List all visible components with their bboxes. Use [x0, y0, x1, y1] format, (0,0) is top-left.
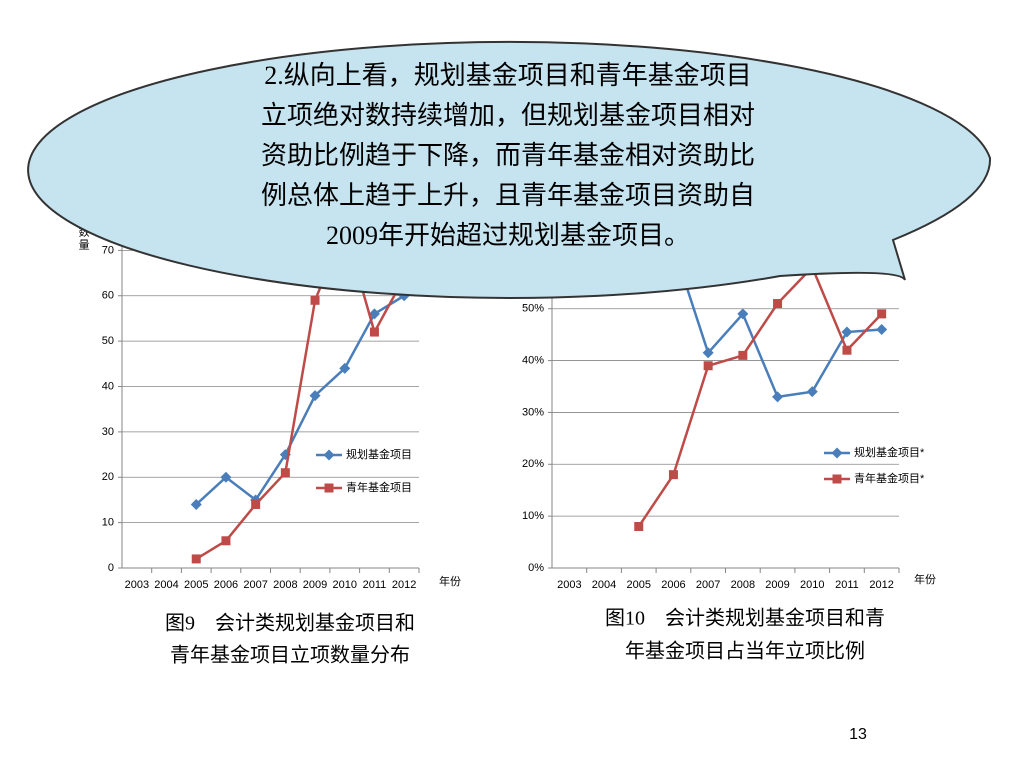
marker	[339, 362, 351, 374]
legend-label: 青年基金项目	[346, 480, 412, 494]
marker	[877, 309, 887, 319]
x-tick-label: 2008	[731, 579, 755, 591]
legend-label: 规划基金项目	[346, 447, 412, 461]
series-line	[637, 264, 883, 528]
marker	[309, 390, 321, 402]
legend-label: 青年基金项目*	[854, 471, 925, 485]
marker	[220, 471, 232, 483]
marker	[703, 361, 713, 371]
callout-text: 资助比例趋于下降，而青年基金相对资助比	[261, 141, 755, 170]
x-tick-label: 2006	[661, 579, 685, 591]
x-tick-label: 2009	[303, 579, 327, 591]
callout-text: 例总体上趋于上升，且青年基金项目资助自	[261, 181, 755, 210]
x-tick-label: 2008	[273, 579, 297, 591]
callout-text: 2009年开始超过规划基金项目。	[326, 221, 690, 250]
y-tick-label: 50	[102, 335, 114, 347]
series-line	[195, 294, 405, 506]
y-tick-label: 10	[102, 517, 114, 529]
x-tick-label: 2004	[592, 579, 616, 591]
x-tick-label: 2010	[333, 579, 357, 591]
marker	[310, 295, 320, 305]
x-tick-label: 2010	[800, 579, 824, 591]
y-tick-label: 70	[102, 244, 114, 256]
caption: 年基金项目占当年立项比例	[625, 640, 865, 663]
marker	[668, 470, 678, 480]
marker	[773, 299, 783, 309]
marker	[738, 350, 748, 360]
marker	[806, 386, 818, 398]
x-tick-label: 2007	[243, 579, 267, 591]
x-tick-label: 2003	[557, 579, 581, 591]
y-tick-label: 20%	[522, 458, 544, 470]
marker	[737, 308, 749, 320]
marker	[369, 327, 379, 337]
caption: 图10 会计类规划基金项目和青	[605, 607, 885, 630]
marker	[190, 498, 202, 510]
y-tick-label: 30%	[522, 406, 544, 418]
marker	[772, 391, 784, 403]
marker	[368, 308, 380, 320]
marker	[702, 347, 714, 359]
marker	[832, 474, 842, 484]
x-tick-label: 2005	[627, 579, 651, 591]
marker	[324, 483, 334, 493]
caption: 图9 会计类规划基金项目和	[165, 612, 415, 635]
y-tick-label: 60	[102, 290, 114, 302]
callout-text: 立项绝对数持续增加，但规划基金项目相对	[261, 101, 755, 130]
x-tick-label: 2011	[363, 579, 387, 591]
y-tick-label: 40	[102, 380, 114, 392]
series-line	[195, 223, 406, 560]
x-axis-label: 年份	[439, 574, 461, 588]
y-tick-label: 10%	[522, 510, 544, 522]
y-tick-label: 20	[102, 471, 114, 483]
marker	[221, 536, 231, 546]
x-tick-label: 2005	[184, 579, 208, 591]
marker	[842, 345, 852, 355]
marker	[634, 522, 644, 532]
marker	[876, 323, 888, 335]
x-tick-label: 2003	[125, 579, 149, 591]
x-tick-label: 2006	[214, 579, 238, 591]
marker	[280, 468, 290, 478]
x-tick-label: 2012	[869, 579, 893, 591]
y-tick-label: 0	[108, 562, 114, 574]
x-tick-label: 2009	[765, 579, 789, 591]
callout-text: 2.纵向上看，规划基金项目和青年基金项目	[264, 61, 752, 90]
marker	[831, 447, 843, 459]
callout-bubble	[27, 40, 992, 299]
x-axis-label: 年份	[914, 572, 936, 586]
y-tick-label: 30	[102, 426, 114, 438]
page-number: 13	[849, 726, 867, 743]
y-tick-label: 50%	[522, 303, 544, 315]
caption: 青年基金项目立项数量分布	[170, 644, 410, 667]
marker	[841, 326, 853, 338]
legend-label: 规划基金项目*	[854, 445, 925, 459]
x-tick-label: 2011	[835, 579, 859, 591]
marker	[323, 449, 335, 461]
y-tick-label: 40%	[522, 354, 544, 366]
x-tick-label: 2012	[392, 579, 416, 591]
marker	[191, 554, 201, 564]
marker	[251, 499, 261, 509]
x-tick-label: 2007	[696, 579, 720, 591]
x-tick-label: 2004	[154, 579, 178, 591]
y-tick-label: 0%	[528, 562, 544, 574]
